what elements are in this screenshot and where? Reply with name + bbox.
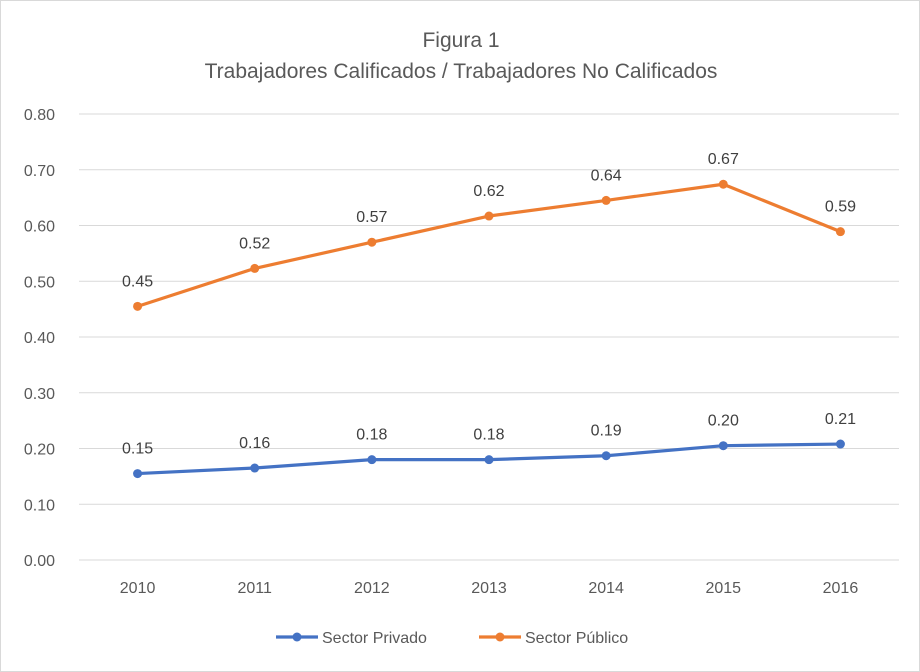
data-label: 0.19 — [591, 423, 622, 440]
y-tick-label: 0.20 — [24, 442, 55, 459]
x-tick-label: 2014 — [588, 580, 624, 597]
data-point — [601, 195, 611, 205]
data-label: 0.15 — [122, 441, 153, 458]
x-tick-label: 2015 — [705, 580, 741, 597]
data-label: 0.62 — [473, 183, 504, 200]
data-label: 0.64 — [591, 167, 622, 184]
data-label: 0.18 — [473, 427, 504, 444]
x-tick-label: 2011 — [238, 580, 273, 597]
data-label: 0.20 — [708, 413, 739, 430]
y-tick-label: 0.40 — [24, 330, 55, 347]
gridlines — [79, 113, 899, 561]
y-tick-label: 0.60 — [24, 219, 55, 236]
data-point — [718, 179, 728, 189]
legend-entry: Sector Privado — [276, 630, 427, 647]
data-label: 0.59 — [825, 199, 856, 216]
legend-marker — [292, 632, 302, 642]
data-point — [250, 263, 260, 273]
data-label: 0.18 — [356, 427, 387, 444]
y-axis-ticks: 0.00 0.10 0.20 0.30 0.40 0.50 0.60 0.70 0.80 — [24, 107, 55, 570]
x-axis-ticks: 2010 2011 2012 2013 2014 2015 2016 — [120, 580, 859, 597]
y-tick-label: 0.70 — [24, 163, 55, 180]
data-label: 0.45 — [122, 273, 153, 290]
data-point — [250, 463, 260, 473]
x-tick-label: 2010 — [120, 580, 156, 597]
legend-label: Sector Privado — [322, 630, 427, 647]
data-point — [718, 441, 728, 451]
x-tick-label: 2013 — [471, 580, 507, 597]
y-tick-label: 0.30 — [24, 386, 55, 403]
data-label: 0.52 — [239, 235, 270, 252]
data-label: 0.57 — [356, 209, 387, 226]
series-layer — [133, 179, 845, 479]
legend-marker — [495, 632, 505, 642]
data-point — [133, 301, 143, 311]
data-label: 0.67 — [708, 151, 739, 168]
data-point — [133, 469, 143, 479]
data-labels: 0.15 0.16 0.18 0.18 0.19 0.20 0.21 0.45 0.52 0.57… — [122, 151, 856, 457]
data-point — [601, 451, 611, 461]
data-label: 0.21 — [825, 411, 856, 428]
x-tick-label: 2012 — [354, 580, 390, 597]
legend-label: Sector Público — [525, 630, 628, 647]
chart-title: Figura 1 — [422, 29, 500, 52]
y-tick-label: 0.00 — [24, 553, 55, 570]
data-point — [835, 227, 845, 237]
series-sector-privado — [133, 439, 845, 479]
legend: Sector Privado Sector Público — [276, 630, 628, 647]
data-point — [367, 455, 377, 465]
y-tick-label: 0.10 — [24, 497, 55, 514]
data-point — [484, 455, 494, 465]
data-point — [367, 237, 377, 247]
y-tick-label: 0.50 — [24, 274, 55, 291]
data-point — [835, 439, 845, 449]
y-tick-label: 0.80 — [24, 107, 55, 124]
data-point — [484, 211, 494, 221]
chart-subtitle: Trabajadores Calificados / Trabajadores … — [204, 60, 718, 83]
x-tick-label: 2016 — [823, 580, 859, 597]
data-label: 0.16 — [239, 435, 270, 452]
series-sector-publico — [133, 179, 845, 311]
legend-entry: Sector Público — [479, 630, 628, 647]
